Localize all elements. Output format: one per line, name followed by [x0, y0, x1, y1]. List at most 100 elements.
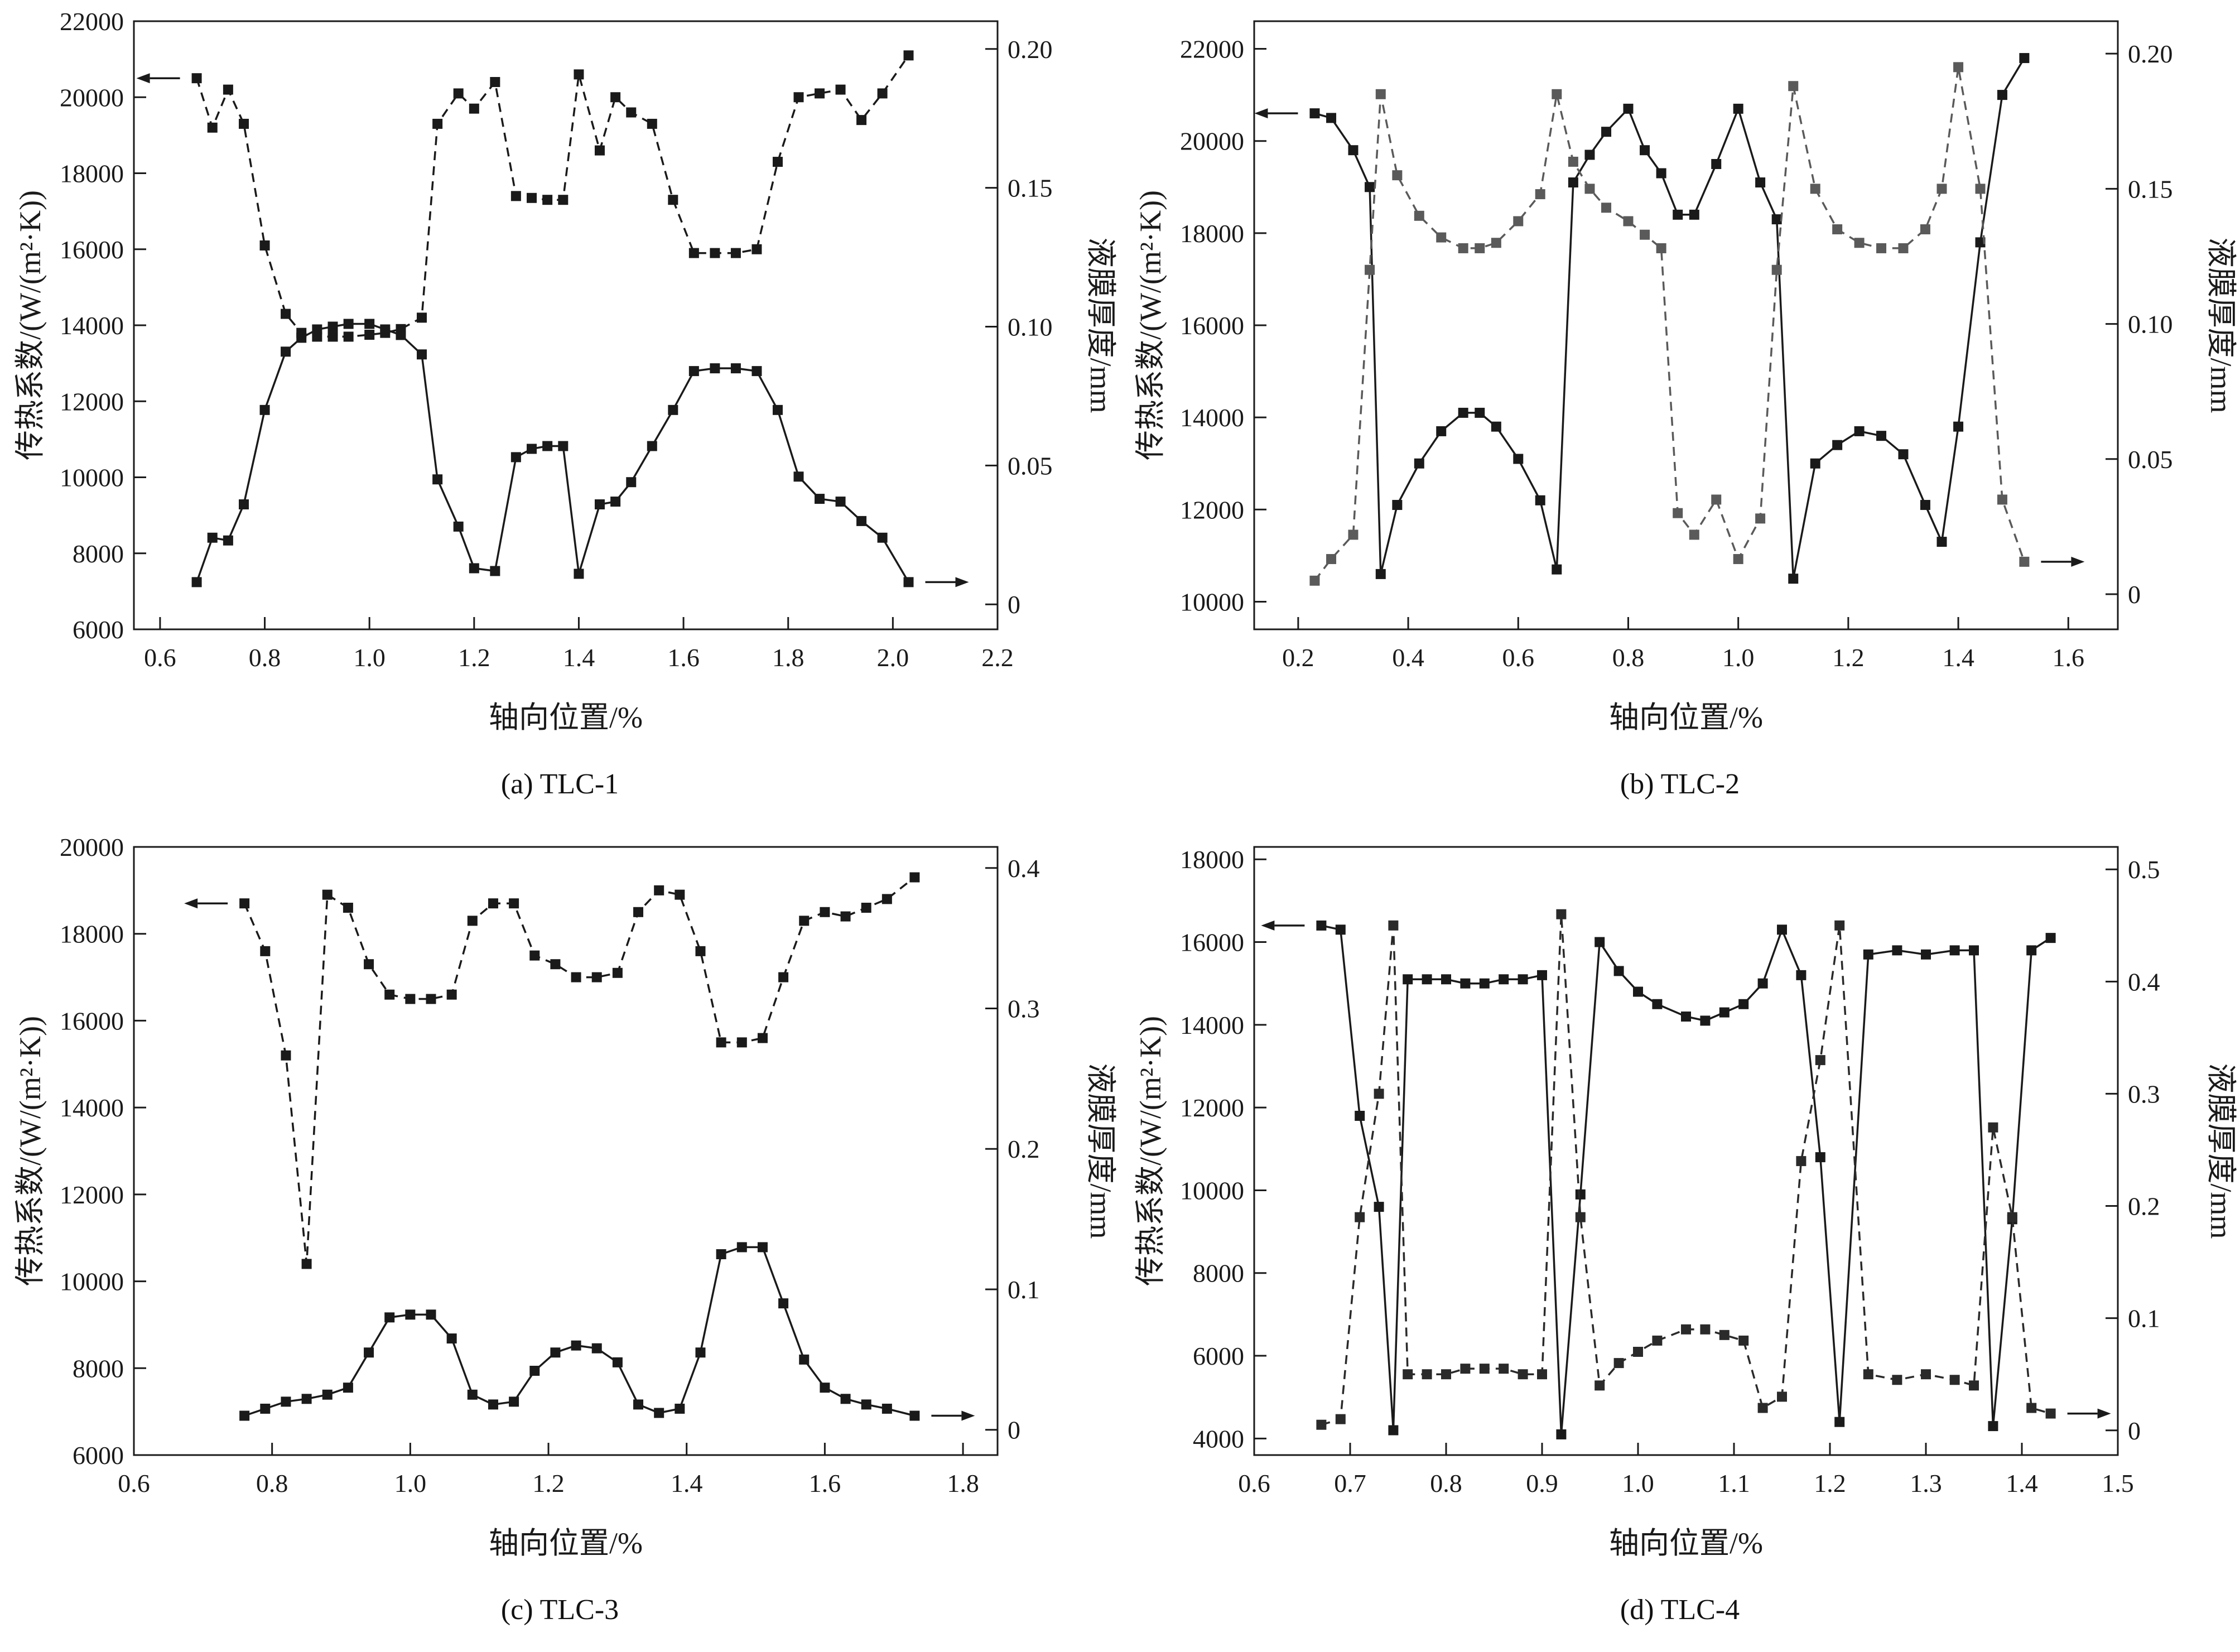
- marker-square: [1594, 937, 1605, 947]
- marker-square: [1335, 924, 1346, 935]
- marker-square: [1335, 1414, 1346, 1424]
- marker-square: [510, 191, 521, 201]
- x-tick-label: 0.8: [249, 643, 281, 672]
- marker-square: [1441, 1369, 1451, 1380]
- marker-square: [716, 1037, 726, 1048]
- x-axis-title: 轴向位置/%: [489, 1526, 643, 1560]
- marker-square: [1733, 554, 1743, 565]
- marker-square: [259, 404, 270, 415]
- y-right-tick-label: 0.2: [2128, 1192, 2160, 1221]
- x-tick-label: 1.6: [2052, 643, 2084, 672]
- marker-square: [1491, 238, 1501, 248]
- y-right-tick-label: 0.15: [2128, 175, 2173, 203]
- marker-square: [529, 950, 540, 961]
- marker-square: [909, 1410, 920, 1421]
- chart-tlc-4-caption: (d) TLC-4: [1620, 1594, 1740, 1626]
- marker-square: [1474, 243, 1485, 253]
- marker-square: [1613, 1358, 1624, 1369]
- left-arrow-icon: [184, 898, 198, 909]
- marker-square: [1326, 554, 1336, 565]
- x-tick-label: 0.2: [1282, 643, 1314, 672]
- x-tick-label: 0.4: [1392, 643, 1424, 672]
- axes: 0.6 0.8 1.0 1.2 1.4 1.6 1.8 2.0 2.2 6000 8000 10000…: [13, 7, 1117, 734]
- marker-square: [856, 516, 867, 526]
- marker-square: [688, 248, 699, 258]
- axes: 0.6 0.7 0.8 0.9 1.0 1.1 1.2 1.3 1.4 1.5 4000 6000 80…: [1134, 845, 2238, 1560]
- marker-square: [1975, 237, 1986, 248]
- marker-square: [1689, 529, 1699, 540]
- chart-tlc-1-canvas: 0.6 0.8 1.0 1.2 1.4 1.6 1.8 2.0 2.2 6000 8000 10000…: [13, 7, 1117, 734]
- marker-square: [695, 1347, 706, 1358]
- chart-tlc-2-caption: (b) TLC-2: [1620, 768, 1740, 800]
- marker-square: [364, 1347, 374, 1358]
- x-tick-label: 1.0: [1722, 643, 1754, 672]
- panel-tlc-2: 0.2 0.4 0.6 0.8 1.0 1.2 1.4 1.6 10000 12000 14000 1…: [1120, 0, 2240, 826]
- marker-square: [1815, 1055, 1825, 1066]
- axis-arrows: [1260, 920, 2111, 1419]
- marker-square: [1788, 81, 1798, 91]
- x-tick-label: 0.6: [118, 1469, 150, 1497]
- series-htc: [1309, 53, 2029, 584]
- marker-square: [594, 145, 605, 156]
- marker-square: [1414, 458, 1424, 469]
- y-left-tick-label: 4000: [1193, 1424, 1244, 1453]
- y-left-tick-label: 16000: [60, 1006, 124, 1035]
- marker-square: [364, 330, 375, 340]
- marker-square: [736, 1037, 747, 1048]
- marker-square: [2026, 945, 2036, 956]
- marker-square: [1834, 920, 1844, 931]
- marker-square: [1876, 431, 1886, 441]
- marker-square: [259, 240, 270, 251]
- marker-square: [1479, 978, 1490, 989]
- marker-square: [327, 321, 338, 332]
- marker-square: [490, 566, 500, 576]
- marker-square: [815, 88, 825, 99]
- marker-square: [364, 959, 374, 970]
- marker-square: [820, 1383, 830, 1393]
- x-tick-label: 1.2: [458, 643, 490, 672]
- series-line-film: [1313, 67, 2025, 581]
- marker-square: [426, 994, 436, 1004]
- y-right-tick-label: 0.3: [2128, 1080, 2160, 1108]
- y-left-tick-label: 18000: [60, 160, 124, 188]
- marker-square: [2045, 933, 2056, 943]
- y-left-tick-label: 20000: [60, 83, 124, 112]
- marker-square: [1897, 449, 1908, 460]
- x-tick-label: 1.4: [671, 1469, 703, 1497]
- y-left-tick-label: 14000: [60, 1094, 124, 1122]
- marker-square: [1639, 145, 1650, 156]
- marker-square: [1891, 945, 1902, 956]
- marker-square: [1498, 1364, 1509, 1374]
- series-line-htc: [1321, 924, 2051, 1435]
- marker-square: [1391, 170, 1402, 181]
- right-arrow-icon: [955, 577, 969, 587]
- y-left-tick-label: 14000: [60, 311, 124, 340]
- y-left-tick-label: 10000: [1180, 587, 1244, 616]
- marker-square: [1316, 920, 1326, 931]
- x-tick-label: 1.2: [1814, 1469, 1846, 1497]
- marker-square: [835, 497, 846, 507]
- x-tick-label: 1.0: [394, 1469, 427, 1497]
- y-left-tick-label: 6000: [1193, 1342, 1244, 1370]
- y-right-tick-label: 0: [2128, 580, 2141, 609]
- marker-square: [840, 1394, 851, 1404]
- marker-square: [1953, 62, 1963, 73]
- marker-square: [861, 1399, 871, 1410]
- marker-square: [668, 404, 678, 415]
- x-tick-label: 1.6: [809, 1469, 841, 1497]
- series-htc: [191, 50, 914, 342]
- x-tick-label: 1.2: [532, 1469, 565, 1497]
- marker-square: [752, 366, 762, 377]
- marker-square: [467, 1389, 478, 1400]
- x-tick-label: 1.8: [947, 1469, 979, 1497]
- y-right-axis-title: 液膜厚度/mm: [2204, 1063, 2238, 1239]
- marker-square: [1863, 949, 1873, 960]
- marker-square: [1738, 1335, 1748, 1346]
- y-right-tick-label: 0.10: [2128, 310, 2173, 339]
- x-tick-label: 2.0: [877, 643, 909, 672]
- y-left-tick-label: 22000: [60, 7, 124, 36]
- x-tick-label: 0.6: [1238, 1469, 1270, 1497]
- marker-square: [668, 195, 678, 205]
- marker-square: [612, 1357, 623, 1367]
